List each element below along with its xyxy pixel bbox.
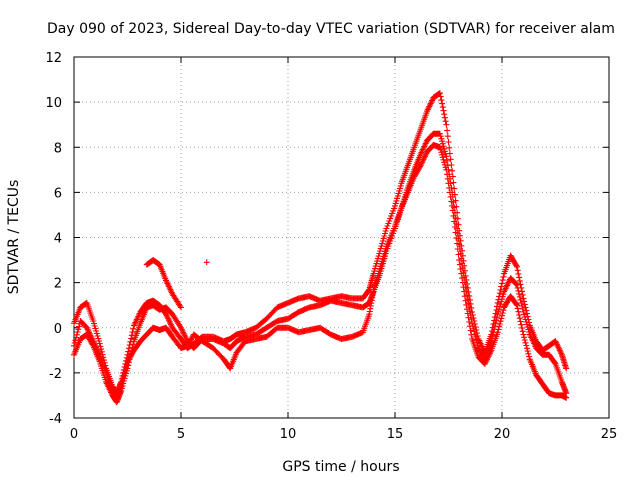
series-trace xyxy=(71,142,569,401)
data-point xyxy=(71,342,77,349)
data-point xyxy=(203,259,210,266)
x-tick-label: 20 xyxy=(494,427,511,442)
y-tick-label: 6 xyxy=(54,186,62,201)
data-points xyxy=(71,90,570,406)
series-trace xyxy=(71,90,569,396)
y-tick-label: 0 xyxy=(54,322,62,337)
grid xyxy=(74,57,609,418)
series-outlier xyxy=(203,259,210,266)
y-tick-label: 8 xyxy=(54,141,62,156)
series-track-b xyxy=(71,90,570,397)
x-tick-label: 10 xyxy=(280,427,297,442)
data-point xyxy=(462,272,469,279)
x-tick-label: 5 xyxy=(177,427,185,442)
y-axis-label: SDTVAR / TECUs xyxy=(6,180,22,295)
x-tick-label: 15 xyxy=(387,427,404,442)
y-tick-label: 12 xyxy=(45,51,62,66)
series-trace xyxy=(144,257,183,309)
x-axis-label: GPS time / hours xyxy=(282,459,399,475)
data-point xyxy=(449,207,456,214)
series-track-a xyxy=(71,130,570,406)
data-point xyxy=(443,121,450,128)
y-tick-label: -2 xyxy=(49,367,62,382)
data-point xyxy=(520,295,527,302)
data-point xyxy=(494,299,501,306)
y-tick-label: 2 xyxy=(54,277,62,292)
data-point xyxy=(456,227,463,234)
x-tick-label: 25 xyxy=(601,427,618,442)
data-point xyxy=(520,331,527,338)
y-tick-label: 4 xyxy=(54,232,62,247)
chart-title: Day 090 of 2023, Sidereal Day-to-day VTE… xyxy=(47,21,615,37)
y-tick-label: 10 xyxy=(45,96,62,111)
data-point xyxy=(462,297,469,304)
series-track-d xyxy=(143,257,184,311)
tick-labels: 0 5 10 15 20 25 -4 -2 0 2 4 6 8 10 12 xyxy=(45,51,617,442)
data-point xyxy=(456,257,463,264)
x-tick-label: 0 xyxy=(70,427,78,442)
axis-ticks xyxy=(73,56,610,419)
series-track-c xyxy=(71,142,570,401)
data-point xyxy=(449,173,456,180)
y-tick-label: -4 xyxy=(49,412,62,427)
data-point xyxy=(469,309,475,315)
